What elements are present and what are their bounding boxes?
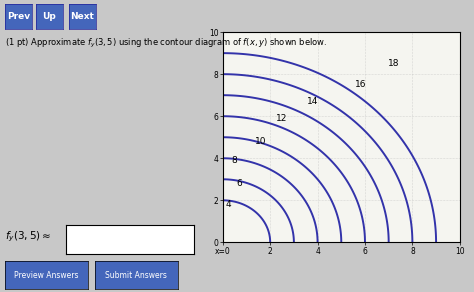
Text: 12: 12: [276, 114, 288, 123]
Text: (1 pt) Approximate $f_y(3,5)$ using the contour diagram of $f(x,y)$ shown below.: (1 pt) Approximate $f_y(3,5)$ using the …: [5, 36, 327, 50]
Text: Prev: Prev: [7, 12, 30, 21]
Text: 16: 16: [355, 80, 366, 89]
Text: 14: 14: [307, 97, 319, 106]
Text: 8: 8: [232, 156, 237, 165]
Text: $f_y(3,5) \approx$: $f_y(3,5) \approx$: [5, 229, 51, 244]
Text: Submit Answers: Submit Answers: [105, 271, 167, 280]
Text: 18: 18: [388, 59, 399, 68]
Text: 10: 10: [255, 137, 266, 146]
Text: Preview Answers: Preview Answers: [14, 271, 79, 280]
Text: Up: Up: [42, 12, 56, 21]
Text: Next: Next: [71, 12, 94, 21]
Text: 6: 6: [237, 179, 242, 188]
Text: 4: 4: [226, 200, 231, 209]
